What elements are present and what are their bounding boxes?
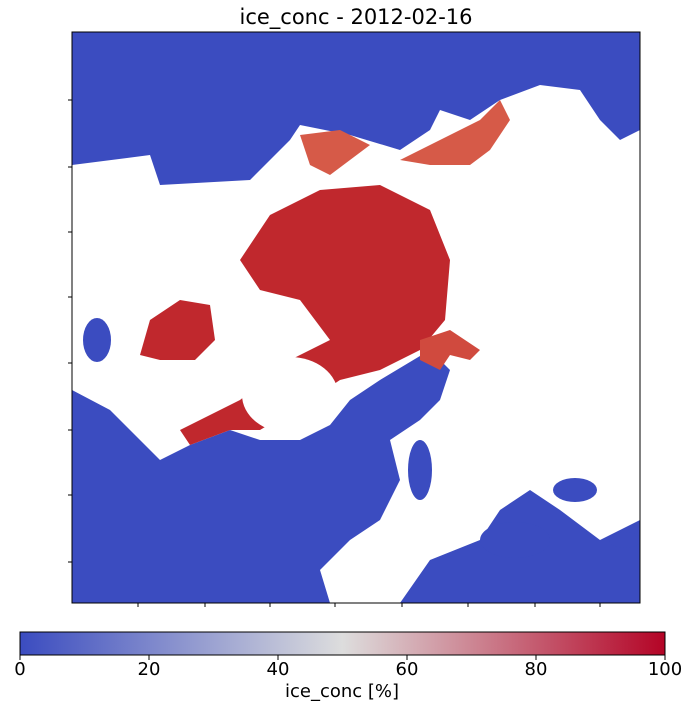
okhotsk-ice (400, 100, 510, 165)
caspian-sea (553, 478, 597, 502)
colorbar-tick-label: 100 (648, 659, 682, 680)
colorbar-tick-label: 80 (525, 659, 548, 680)
colorbar-label: ice_conc [%] (285, 681, 399, 702)
map-title: ice_conc - 2012-02-16 (239, 5, 472, 30)
lake (83, 318, 111, 362)
hudson-bay-ice (140, 300, 215, 360)
map (72, 32, 640, 603)
greenland (242, 357, 338, 433)
axis-ticks (68, 99, 601, 607)
bering-ice (300, 130, 370, 175)
sea-ice-edge (420, 330, 480, 370)
aral-sea (609, 532, 640, 548)
map-frame (71, 31, 641, 604)
colorbar-tick-label: 40 (267, 659, 290, 680)
sea-ice (180, 185, 450, 445)
colorbar-tick-label: 60 (396, 659, 419, 680)
frame-ticks (68, 99, 601, 607)
colorbar (19, 631, 666, 656)
baltic-sea (408, 440, 432, 500)
colorbar-tick-label: 20 (138, 659, 161, 680)
black-sea (480, 522, 550, 558)
colorbar-tick-label: 0 (14, 659, 25, 680)
